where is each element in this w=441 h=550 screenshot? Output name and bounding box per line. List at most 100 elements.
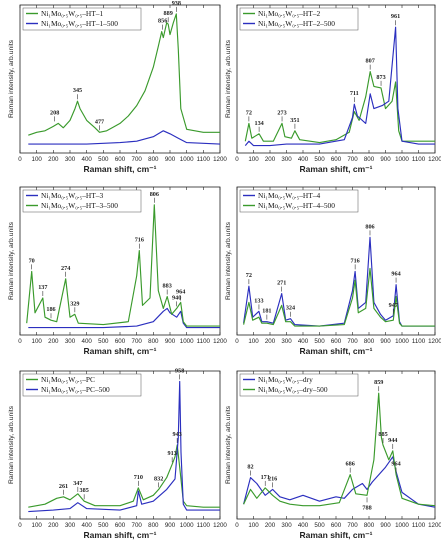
peak-label: 274 bbox=[61, 265, 70, 272]
x-tick-label: 500 bbox=[314, 156, 325, 163]
x-tick-label: 100 bbox=[32, 522, 43, 529]
x-tick-label: 900 bbox=[380, 522, 391, 529]
legend-entry: Ni₁Mo₀.₅W₀.₅–HT–4–500 bbox=[258, 201, 335, 210]
x-tick-label: 1100 bbox=[197, 156, 211, 163]
x-tick-label: 400 bbox=[82, 522, 93, 529]
peak-label: 806 bbox=[365, 223, 374, 230]
x-tick-label: 900 bbox=[165, 338, 176, 345]
x-axis-label: Raman shift, cm⁻¹ bbox=[84, 346, 157, 356]
x-tick-label: 800 bbox=[364, 522, 375, 529]
peak-label: 686 bbox=[346, 461, 355, 468]
x-tick-label: 100 bbox=[248, 522, 259, 529]
peak-label: 885 bbox=[378, 431, 387, 438]
peak-label: 134 bbox=[254, 120, 263, 127]
x-tick-label: 0 bbox=[18, 338, 22, 345]
x-tick-label: 500 bbox=[98, 522, 109, 529]
x-tick-label: 300 bbox=[281, 156, 292, 163]
x-tick-label: 600 bbox=[331, 522, 342, 529]
x-tick-label: 300 bbox=[281, 522, 292, 529]
x-tick-label: 700 bbox=[132, 338, 143, 345]
legend-box bbox=[22, 189, 142, 213]
x-tick-label: 100 bbox=[248, 156, 259, 163]
series-line-2 bbox=[28, 380, 220, 513]
y-axis-label: Raman intensity, arb.units bbox=[8, 39, 15, 118]
peak-label: 958 bbox=[175, 367, 184, 374]
y-axis-label: Raman intensity, arb.units bbox=[225, 405, 232, 484]
legend-entry: Ni₁Mo₀.₅W₀.₅–HT–2–500 bbox=[258, 19, 335, 28]
peak-label: 171 bbox=[261, 474, 270, 481]
peak-label: 806 bbox=[150, 191, 159, 198]
x-tick-label: 1200 bbox=[213, 522, 227, 529]
x-tick-label: 800 bbox=[148, 156, 159, 163]
legend-box bbox=[239, 7, 359, 31]
x-tick-label: 200 bbox=[265, 156, 276, 163]
chart-panel-3: 0 100 200 300 400 500 600 700 800 900 1000 1100 1200… bbox=[8, 186, 227, 356]
chart-panel-4: 0 100 200 300 400 500 600 700 800 900 1000 1100 1200… bbox=[225, 186, 441, 356]
legend-box bbox=[22, 7, 142, 31]
peak-label: 964 bbox=[391, 271, 400, 278]
peak-label: 70 bbox=[29, 257, 35, 264]
peak-label: 856 bbox=[158, 18, 167, 25]
series-group bbox=[244, 26, 435, 147]
peak-label: 943 bbox=[173, 431, 182, 438]
x-tick-label: 900 bbox=[165, 156, 176, 163]
legend-entry: Ni₁Mo₀.₅W₀.₅–PC–500 bbox=[41, 385, 110, 394]
x-tick-label: 1000 bbox=[180, 522, 194, 529]
series-line-2 bbox=[244, 26, 435, 147]
chart-panel-6: 0 100 200 300 400 500 600 700 800 900 1000 1100 1200… bbox=[225, 370, 441, 540]
x-tick-label: 600 bbox=[115, 338, 126, 345]
series-line-1 bbox=[244, 71, 435, 144]
peak-label: 271 bbox=[277, 280, 286, 287]
x-tick-label: 0 bbox=[235, 156, 239, 163]
peak-label: 947 bbox=[389, 302, 398, 309]
x-tick-label: 1000 bbox=[180, 156, 194, 163]
peak-label: 82 bbox=[247, 464, 253, 471]
peak-label: 137 bbox=[38, 284, 47, 291]
x-tick-label: 500 bbox=[314, 338, 325, 345]
x-tick-label: 700 bbox=[347, 156, 358, 163]
x-axis-label: Raman shift, cm⁻¹ bbox=[300, 530, 373, 540]
chart-panel-5: 0 100 200 300 400 500 600 700 800 900 1000 1100 1200… bbox=[8, 367, 227, 540]
x-tick-label: 200 bbox=[265, 338, 276, 345]
peak-label: 913 bbox=[168, 450, 177, 457]
x-tick-label: 300 bbox=[65, 338, 76, 345]
peak-label: 329 bbox=[70, 300, 79, 307]
peak-label: 964 bbox=[391, 461, 400, 468]
x-tick-label: 800 bbox=[364, 156, 375, 163]
x-tick-label: 1100 bbox=[197, 522, 211, 529]
x-tick-label: 1100 bbox=[412, 156, 426, 163]
series-line-1 bbox=[243, 236, 435, 327]
peak-label: 72 bbox=[246, 272, 252, 279]
x-tick-label: 1200 bbox=[213, 156, 227, 163]
peak-label: 944 bbox=[388, 437, 397, 444]
peak-label: 216 bbox=[268, 475, 277, 482]
x-tick-label: 500 bbox=[98, 338, 109, 345]
x-tick-label: 400 bbox=[82, 156, 93, 163]
peak-label: 711 bbox=[350, 90, 359, 97]
x-tick-label: 1200 bbox=[428, 522, 441, 529]
x-tick-label: 1100 bbox=[412, 338, 426, 345]
peak-label: 716 bbox=[135, 237, 144, 244]
x-tick-label: 400 bbox=[298, 338, 309, 345]
peak-label: 873 bbox=[376, 74, 385, 81]
legend-entry: Ni₁Mo₀.₅W₀.₅–PC bbox=[41, 375, 95, 384]
legend-box bbox=[239, 189, 359, 213]
series-line-1 bbox=[28, 444, 220, 508]
x-tick-label: 900 bbox=[380, 156, 391, 163]
chart-panel-1: 0 100 200 300 400 500 600 700 800 900 1000 1100 1200… bbox=[8, 0, 227, 174]
peak-label: 72 bbox=[246, 109, 252, 116]
x-tick-label: 1000 bbox=[395, 338, 409, 345]
x-tick-label: 1100 bbox=[197, 338, 211, 345]
x-tick-label: 300 bbox=[65, 156, 76, 163]
y-axis-label: Raman intensity, arb.units bbox=[8, 221, 15, 300]
legend-entry: Ni₁Mo₀.₅W₀.₅–dry–500 bbox=[258, 385, 328, 394]
legend-entry: Ni₁Mo₀.₅W₀.₅–HT–1–500 bbox=[41, 19, 118, 28]
x-tick-label: 1200 bbox=[428, 156, 441, 163]
legend-entry: Ni₁Mo₀.₅W₀.₅–HT–2 bbox=[258, 9, 320, 18]
x-tick-label: 700 bbox=[132, 156, 143, 163]
